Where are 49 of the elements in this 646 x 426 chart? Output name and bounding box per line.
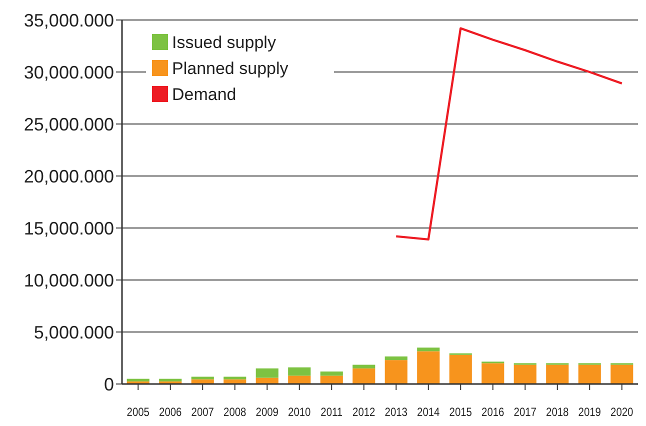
bar [159,378,182,382]
y-tick-label: 15,000.000 [24,218,114,238]
bar [417,348,440,352]
bar [288,367,311,376]
bar [352,368,376,384]
x-tick-label: 2016 [482,406,504,420]
x-tick-label: 2019 [578,406,601,420]
bar [514,364,536,384]
x-tick-label: 2017 [514,406,536,420]
legend-label: Demand [172,85,236,104]
bar [546,364,569,384]
x-tick-label: 2006 [159,406,182,420]
bar [256,368,278,378]
bar [320,372,343,376]
bar [449,354,472,384]
y-tick-label: 0 [104,374,114,394]
x-tick-label: 2020 [610,406,634,420]
bar [610,364,634,384]
x-tick-label: 2012 [352,406,376,420]
bar [417,351,440,384]
bar [320,376,343,384]
bar [126,378,150,382]
y-tick-label: 30,000.000 [24,62,114,82]
bar [384,356,408,360]
bar [288,376,311,384]
bar [384,360,408,384]
x-tick-label: 2007 [191,406,214,420]
y-tick-label: 5,000.000 [34,322,114,342]
y-tick-label: 25,000.000 [24,114,114,134]
x-tick-label: 2010 [288,406,311,420]
bar [482,363,504,384]
y-tick-label: 20,000.000 [24,166,114,186]
bar [578,364,601,384]
bar [191,376,214,380]
x-tick-label: 2014 [417,406,440,420]
line-series [395,27,623,241]
x-tick-label: 2018 [546,406,569,420]
x-tick-label: 2011 [320,406,343,420]
legend-label: Issued supply [172,33,276,52]
y-tick-label: 10,000.000 [24,270,114,290]
x-tick-label: 2013 [384,406,408,420]
y-tick-label: 35,000.000 [24,10,114,30]
legend-label: Planned supply [172,59,289,78]
bar [352,364,376,368]
x-tick-label: 2008 [224,406,246,420]
x-tick-label: 2009 [256,406,278,420]
x-tick-label: 2015 [449,406,472,420]
x-tick-label: 2005 [126,406,150,420]
bar [224,376,246,380]
